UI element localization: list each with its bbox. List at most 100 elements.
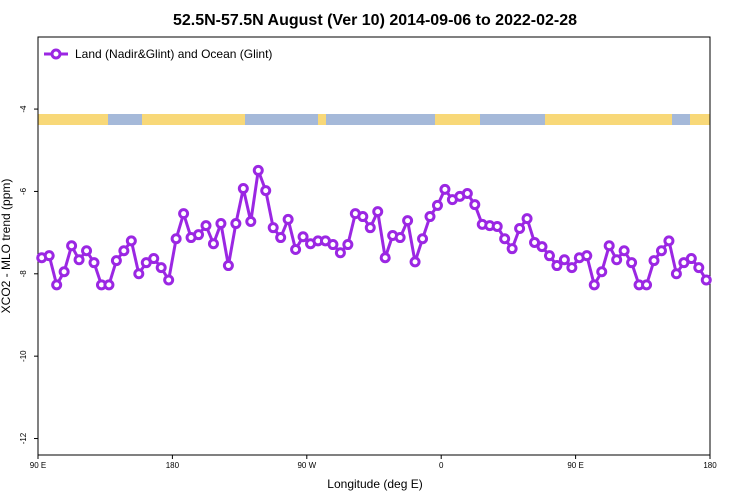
data-point [596,266,608,278]
y-tick-label: -4 [19,105,28,113]
data-point [603,240,615,252]
data-point [670,268,682,280]
data-point [260,185,272,197]
x-tick-label: 90 E [30,461,46,470]
data-point [379,252,391,264]
data-point [409,256,421,268]
data-point [222,260,234,272]
land-ocean-band [38,114,710,125]
data-point [521,213,533,225]
data-point [402,215,414,227]
data-point [372,206,384,218]
plot-frame [37,36,711,456]
data-point [200,220,212,232]
land-band [545,114,672,125]
data-point [193,229,205,241]
data-point [506,243,518,255]
data-point [536,241,548,253]
data-point [58,266,70,278]
data-point [461,187,473,199]
data-point [282,213,294,225]
data-point [275,232,287,244]
data-point [133,268,145,280]
data-point [581,250,593,262]
data-point [588,279,600,291]
data-point [611,254,623,266]
data-point [655,245,667,257]
data-point [118,245,130,257]
land-band [435,114,480,125]
x-tick-label: 0 [439,461,444,470]
data-point [618,245,630,257]
data-point [170,233,182,245]
data-point [514,222,526,234]
data-point [73,254,85,266]
data-point [558,254,570,266]
data-point [663,235,675,247]
chart-title: 52.5N-57.5N August (Ver 10) 2014-09-06 t… [173,12,577,29]
y-axis-label: XCO2 - MLO trend (ppm) [0,179,13,314]
data-point [66,240,78,252]
data-point [51,279,63,291]
data-point [178,208,190,220]
data-point [110,255,122,267]
data-point [469,199,481,211]
data-point [641,279,653,291]
x-tick-label: 180 [703,461,717,470]
data-point [394,232,406,244]
data-point [230,218,242,230]
data-point [245,215,257,227]
data-point [543,250,555,262]
data-point [648,255,660,267]
x-tick-label: 90 E [567,461,583,470]
data-point [327,239,339,251]
legend-marker [50,48,62,60]
data-point [88,257,100,269]
data-point [431,199,443,211]
ocean-band [38,114,710,125]
data-point [237,183,249,195]
land-band [38,114,108,125]
x-axis-label: Longitude (deg E) [327,477,422,491]
data-point [342,239,354,251]
legend: Land (Nadir&Glint) and Ocean (Glint) [44,47,272,61]
data-point [290,244,302,256]
data-point [685,253,697,265]
data-point [252,164,264,176]
data-point [499,233,511,245]
data-point [207,238,219,250]
data-point [125,235,137,247]
data-point [626,257,638,269]
data-point [417,233,429,245]
y-tick-label: -6 [19,187,28,195]
data-point [334,247,346,259]
data-point [267,222,279,234]
data-point [357,211,369,223]
x-tick-label: 180 [166,461,180,470]
data-point [566,262,578,274]
data-point [700,274,712,286]
data-point [215,218,227,230]
data-point [439,183,451,195]
data-point [155,262,167,274]
data-point [693,262,705,274]
x-tick-label: 90 W [297,461,316,470]
data-point [424,211,436,223]
land-band [690,114,710,125]
data-point [81,245,93,257]
data-point [148,253,160,265]
data-point [551,260,563,272]
data-point [297,231,309,243]
legend-label: Land (Nadir&Glint) and Ocean (Glint) [75,47,272,61]
y-tick-label: -12 [19,432,28,444]
y-tick-label: -8 [19,270,28,278]
data-point [364,222,376,234]
land-band [318,114,326,125]
data-point [43,250,55,262]
data-point [163,274,175,286]
y-tick-label: -10 [19,350,28,362]
land-band [142,114,245,125]
data-point [491,220,503,232]
